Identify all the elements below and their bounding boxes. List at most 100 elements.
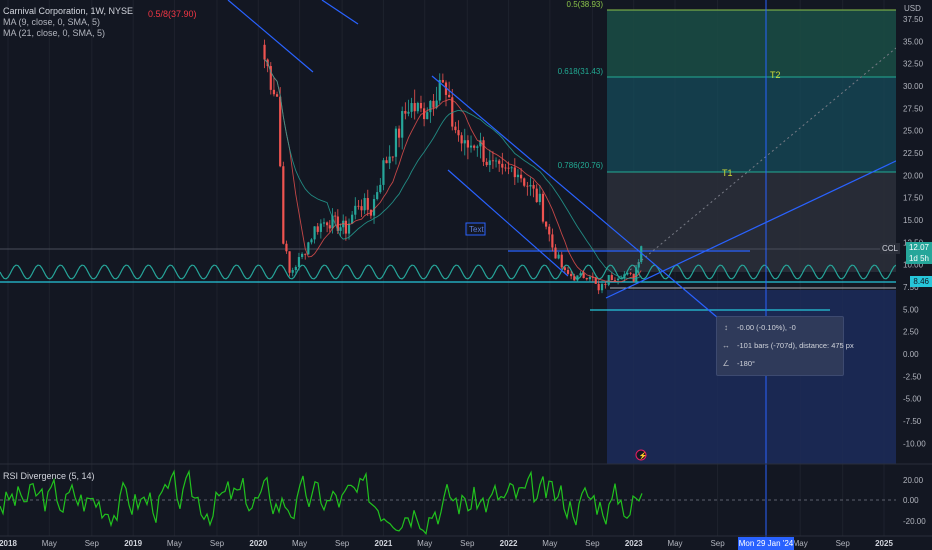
- candle-body: [300, 253, 304, 258]
- candle-body: [326, 222, 329, 226]
- symbol-tag: CCL: [880, 243, 901, 254]
- rsi-tick-label: -20.00: [903, 517, 926, 526]
- fib-label-0.618: 0.618(31.43): [558, 67, 604, 76]
- price-tick-label: -5.00: [903, 395, 922, 404]
- ma-9-legend[interactable]: MA (9, close, 0, SMA, 5): [3, 17, 101, 27]
- candle-body: [557, 254, 560, 259]
- price-tick-label: 10.00: [903, 261, 924, 270]
- channel-lower[interactable]: [447, 169, 569, 277]
- bars-range-icon: ↔: [722, 341, 730, 350]
- candle-body: [391, 156, 394, 158]
- candle-body: [469, 145, 473, 148]
- candle-body: [388, 156, 391, 164]
- candle-body: [594, 277, 597, 284]
- candle-body: [588, 276, 592, 280]
- time-tick-label: Sep: [836, 539, 851, 548]
- ma-21-line: [264, 59, 642, 280]
- time-tick-label: Sep: [85, 539, 100, 548]
- candle-body: [554, 247, 557, 259]
- price-axis[interactable]: [896, 0, 932, 536]
- time-tick-label: 2020: [249, 539, 267, 548]
- top-trendline-1[interactable]: [227, 0, 314, 73]
- candle-body: [591, 276, 594, 278]
- candle-body: [316, 226, 319, 232]
- target-t1-label: T1: [722, 168, 733, 178]
- fib-zone-top: [607, 10, 896, 77]
- time-tick-label: May: [167, 539, 182, 548]
- candle-body: [331, 215, 334, 229]
- rsi-legend[interactable]: RSI Divergence (5, 14): [3, 471, 95, 481]
- candle-body: [354, 205, 357, 215]
- candle-body: [498, 160, 501, 164]
- candle-body: [488, 160, 491, 166]
- candle-body: [629, 272, 632, 274]
- text-box[interactable]: [465, 222, 486, 236]
- price-tick-label: 32.50: [903, 60, 924, 69]
- candle-body: [448, 94, 451, 98]
- time-tick-label: 2018: [0, 539, 17, 548]
- candle-body: [623, 274, 626, 279]
- candle-body: [604, 284, 607, 285]
- candle-body: [613, 280, 617, 281]
- candle-body: [513, 167, 516, 178]
- candle-body: [479, 140, 482, 147]
- candle-body: [463, 140, 466, 144]
- ma-21-legend[interactable]: MA (21, close, 0, SMA, 5): [3, 28, 106, 38]
- candle-body: [441, 79, 444, 83]
- candle-body: [523, 178, 526, 186]
- price-tick-label: 17.50: [903, 194, 924, 203]
- candle-body: [423, 108, 426, 120]
- candle-body: [263, 44, 266, 60]
- candle-body: [385, 160, 388, 164]
- top-trendline-2[interactable]: [321, 0, 359, 25]
- fib-label-0.5: 0.5(38.93): [567, 0, 604, 9]
- candle-body: [310, 239, 313, 243]
- price-tick-label: 0.00: [903, 350, 919, 359]
- candle-body: [519, 174, 523, 179]
- cycle-wave[interactable]: [0, 264, 897, 280]
- candle-body: [560, 254, 563, 268]
- currency-label: USD: [904, 4, 921, 13]
- candle-body: [485, 161, 488, 166]
- price-tick-label: 25.00: [903, 127, 924, 136]
- channel-upper[interactable]: [431, 75, 719, 319]
- time-tick-label: May: [793, 539, 808, 548]
- breakout-trendline[interactable]: [605, 159, 899, 299]
- candle-body: [328, 225, 331, 229]
- time-tick-label: 2022: [500, 539, 518, 548]
- price-tick-label: 35.00: [903, 37, 924, 46]
- candle-body: [482, 140, 485, 162]
- candle-body: [454, 126, 457, 131]
- candle-body: [607, 275, 610, 285]
- price-tick-label: 7.50: [903, 283, 919, 292]
- target-t2-label: T2: [770, 70, 781, 80]
- price-tick-label: 37.50: [903, 15, 924, 24]
- candle-body: [351, 214, 354, 224]
- text-box-label: Text: [469, 225, 484, 234]
- candle-body: [304, 253, 307, 255]
- secondary-price-badge[interactable]: 8.46: [910, 276, 932, 287]
- candle-body: [573, 276, 576, 281]
- candle-body: [444, 82, 448, 95]
- candle-body: [347, 223, 351, 234]
- time-tick-label: May: [292, 539, 307, 548]
- candle-body: [637, 262, 640, 268]
- candle-body: [640, 246, 643, 263]
- candle-body: [579, 273, 582, 276]
- candle-body: [548, 226, 551, 235]
- candle-body: [279, 96, 282, 167]
- price-tick-label: -2.50: [903, 372, 922, 381]
- symbol-title[interactable]: Carnival Corporation, 1W, NYSE: [3, 6, 134, 16]
- time-tick-label: 2019: [124, 539, 142, 548]
- candle-body: [339, 227, 342, 231]
- candle-body: [382, 160, 385, 185]
- price-tick-label: -7.50: [903, 417, 922, 426]
- price-tick-label: 20.00: [903, 171, 924, 180]
- candle-body: [535, 188, 538, 203]
- candle-body: [626, 272, 629, 275]
- event-marker-icon[interactable]: [635, 449, 647, 461]
- last-price-badge[interactable]: 12.07 1d 5h: [905, 242, 932, 264]
- candle-body: [635, 267, 638, 282]
- candle-body: [576, 275, 579, 281]
